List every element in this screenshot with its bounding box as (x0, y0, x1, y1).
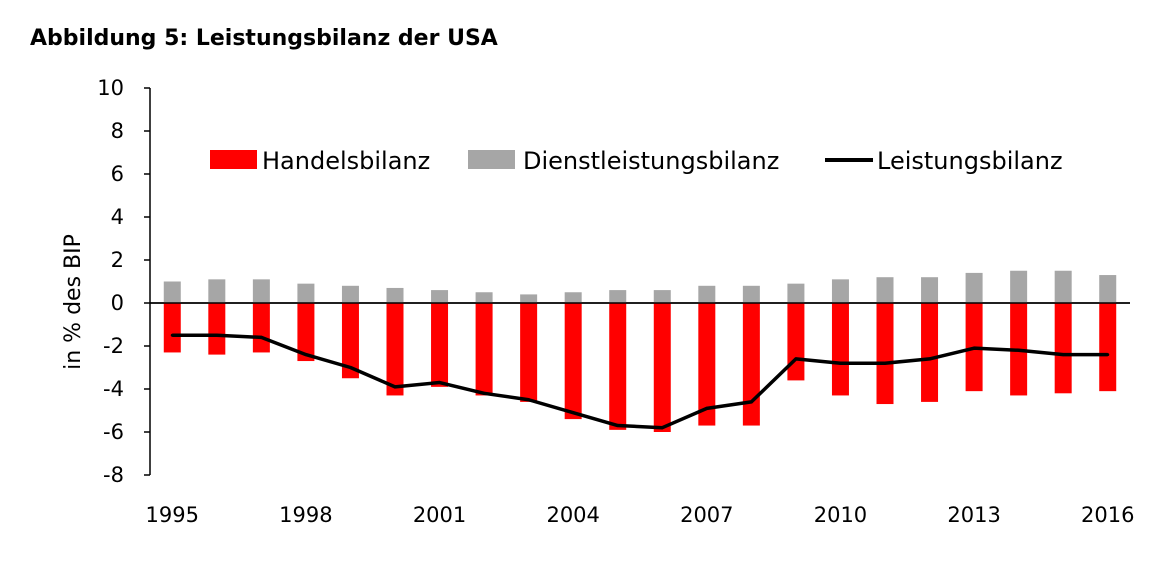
y-tick-label: 10 (97, 76, 124, 100)
bar-dienstleistungsbilanz (163, 281, 181, 303)
point-leistungsbilanz (838, 361, 842, 365)
bar-handelsbilanz (520, 303, 538, 402)
bar-handelsbilanz (653, 303, 671, 432)
bar-handelsbilanz (742, 303, 760, 426)
bar-dienstleistungsbilanz (965, 272, 983, 303)
y-tick-label: -4 (103, 377, 124, 401)
bar-handelsbilanz (341, 303, 359, 379)
bar-handelsbilanz (564, 303, 582, 420)
bar-handelsbilanz (163, 303, 181, 353)
bar-dienstleistungsbilanz (341, 285, 359, 303)
point-leistungsbilanz (1061, 353, 1065, 357)
x-tick-label: 1995 (146, 503, 199, 527)
y-tick-label: -6 (103, 420, 124, 444)
bar-handelsbilanz (475, 303, 493, 396)
bar-dienstleistungsbilanz (876, 277, 894, 303)
axes: -8 -6 -4 -2 0 2 4 6 8 10 1995 1998 2001 2004 2007 2010 2… (97, 76, 1134, 527)
point-leistungsbilanz (928, 357, 932, 361)
legend-label-handelsbilanz: Handelsbilanz (262, 147, 430, 175)
bar-handelsbilanz (1099, 303, 1117, 392)
bar-dienstleistungsbilanz (921, 277, 939, 303)
point-leistungsbilanz (259, 335, 263, 339)
bar-dienstleistungsbilanz (386, 287, 404, 303)
chart-title: Abbildung 5: Leistungsbilanz der USA (30, 26, 498, 51)
bar-dienstleistungsbilanz (208, 279, 226, 303)
bar-dienstleistungsbilanz (1010, 270, 1028, 303)
bar-dienstleistungsbilanz (609, 290, 627, 303)
bar-dienstleistungsbilanz (1054, 270, 1072, 303)
bar-dienstleistungsbilanz (475, 292, 493, 303)
bar-dienstleistungsbilanz (742, 285, 760, 303)
bars (150, 270, 1130, 432)
point-leistungsbilanz (972, 346, 976, 350)
point-leistungsbilanz (705, 406, 709, 410)
line-leistungsbilanz (172, 333, 1108, 430)
point-leistungsbilanz (660, 426, 664, 430)
x-tick-label: 2007 (680, 503, 733, 527)
point-leistungsbilanz (1106, 353, 1110, 357)
legend: Handelsbilanz Dienstleistungsbilanz Leistu… (210, 147, 1063, 175)
y-tick-label: -2 (103, 334, 124, 358)
bar-handelsbilanz (921, 303, 939, 402)
bar-dienstleistungsbilanz (1099, 275, 1117, 303)
bar-handelsbilanz (831, 303, 849, 396)
x-tick-label: 2001 (413, 503, 466, 527)
x-tick-label: 2010 (814, 503, 867, 527)
x-tick-label: 2004 (546, 503, 599, 527)
x-tick-label: 1998 (279, 503, 332, 527)
point-leistungsbilanz (616, 424, 620, 428)
bar-handelsbilanz (431, 303, 449, 387)
point-leistungsbilanz (1017, 348, 1021, 352)
point-leistungsbilanz (571, 411, 575, 415)
bar-handelsbilanz (787, 303, 805, 381)
point-leistungsbilanz (170, 333, 174, 337)
bar-handelsbilanz (609, 303, 627, 430)
point-leistungsbilanz (215, 333, 219, 337)
point-leistungsbilanz (438, 381, 442, 385)
point-leistungsbilanz (348, 366, 352, 369)
x-tick-label: 2016 (1081, 503, 1134, 527)
bar-dienstleistungsbilanz (431, 290, 449, 303)
bar-handelsbilanz (1054, 303, 1072, 394)
bar-dienstleistungsbilanz (653, 290, 671, 303)
y-tick-label: 0 (111, 291, 124, 315)
y-tick-label: -8 (103, 463, 124, 487)
bar-dienstleistungsbilanz (520, 294, 538, 303)
bar-dienstleistungsbilanz (564, 292, 582, 303)
y-tick-label: 4 (111, 205, 124, 229)
bar-handelsbilanz (386, 303, 404, 396)
line-series (170, 333, 1110, 430)
bar-handelsbilanz (698, 303, 716, 426)
point-leistungsbilanz (482, 391, 486, 395)
bar-dienstleistungsbilanz (698, 285, 716, 303)
legend-swatch-dienstleistungsbilanz (468, 150, 515, 169)
bar-handelsbilanz (252, 303, 270, 353)
point-leistungsbilanz (749, 400, 753, 404)
bar-handelsbilanz (208, 303, 226, 355)
y-tick-label: 8 (111, 119, 124, 143)
point-leistungsbilanz (794, 357, 798, 361)
bar-dienstleistungsbilanz (787, 283, 805, 303)
point-leistungsbilanz (527, 398, 531, 402)
legend-swatch-handelsbilanz (210, 150, 257, 169)
point-leistungsbilanz (393, 385, 397, 389)
point-leistungsbilanz (304, 353, 308, 357)
bar-dienstleistungsbilanz (831, 279, 849, 303)
y-axis-label: in % des BIP (61, 234, 86, 370)
point-leistungsbilanz (883, 361, 887, 365)
bar-dienstleistungsbilanz (297, 283, 315, 303)
legend-label-dienstleistungsbilanz: Dienstleistungsbilanz (523, 147, 779, 175)
legend-label-leistungsbilanz: Leistungsbilanz (877, 147, 1063, 175)
y-tick-label: 6 (111, 162, 124, 186)
bar-dienstleistungsbilanz (252, 279, 270, 303)
y-tick-label: 2 (111, 248, 124, 272)
x-tick-label: 2013 (947, 503, 1000, 527)
bar-handelsbilanz (297, 303, 315, 362)
bar-handelsbilanz (876, 303, 894, 405)
